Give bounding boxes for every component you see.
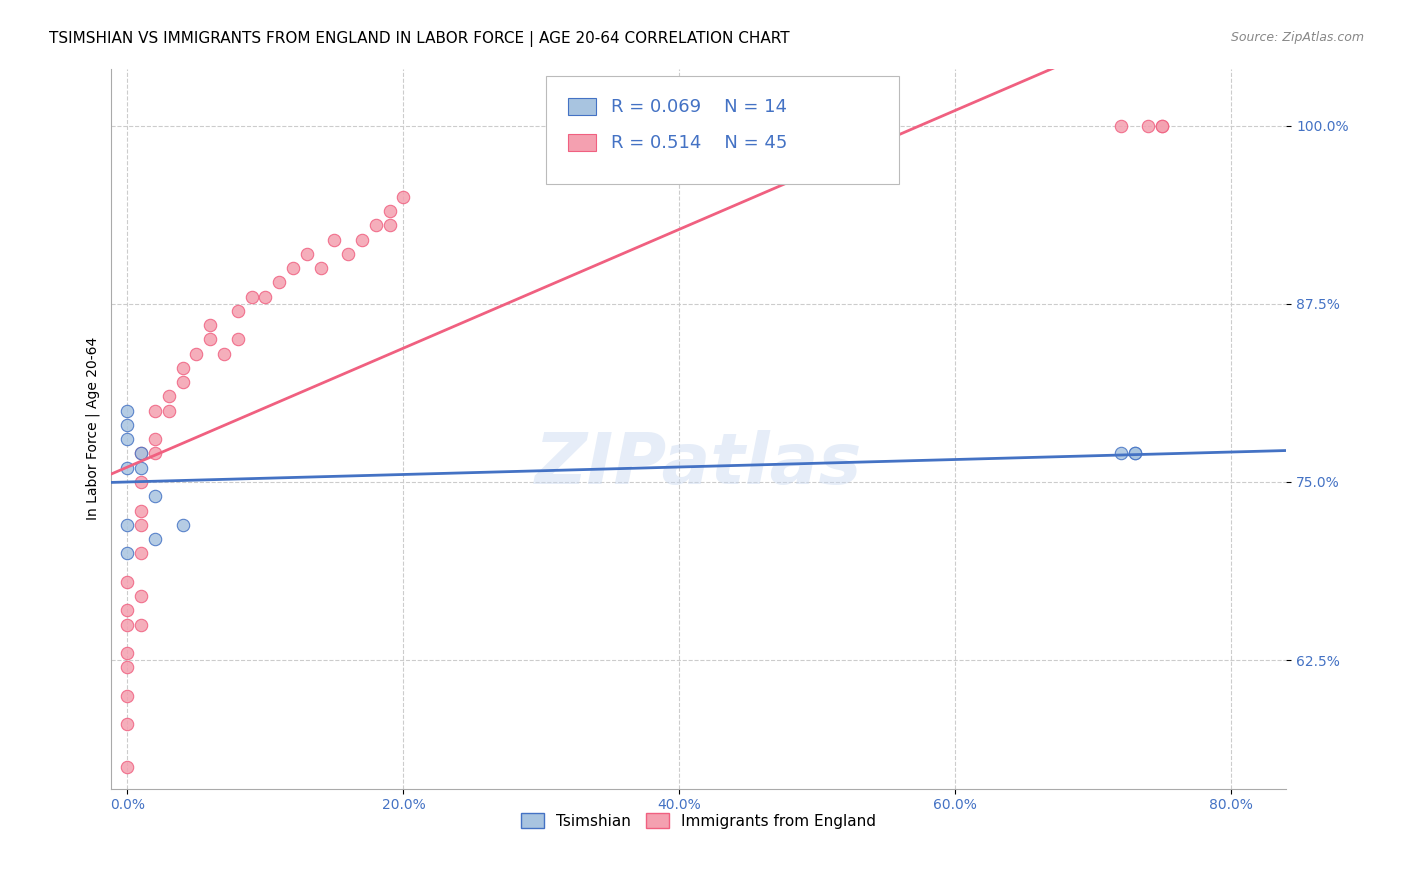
Point [129,446,152,460]
Point [117,760,139,774]
Point [309,261,332,276]
Point [364,219,387,233]
Text: TSIMSHIAN VS IMMIGRANTS FROM ENGLAND IN LABOR FORCE | AGE 20-64 CORRELATION CHAR: TSIMSHIAN VS IMMIGRANTS FROM ENGLAND IN … [49,31,790,47]
Point [117,546,139,560]
Point [129,475,152,489]
Point [129,517,152,532]
FancyBboxPatch shape [568,134,596,152]
Text: ZIPatlas: ZIPatlas [536,430,862,499]
Point [378,219,401,233]
Point [129,460,152,475]
Point [172,375,194,389]
Point [212,346,235,360]
Point [117,660,139,674]
Point [143,532,166,546]
Point [1109,119,1132,133]
Text: R = 0.514    N = 45: R = 0.514 N = 45 [610,134,787,152]
Point [269,276,291,290]
Point [240,290,263,304]
Point [1137,119,1160,133]
Point [117,417,139,432]
Point [1152,119,1174,133]
FancyBboxPatch shape [568,98,596,115]
Text: R = 0.069    N = 14: R = 0.069 N = 14 [610,98,786,116]
Point [143,446,166,460]
Point [200,318,222,333]
Y-axis label: In Labor Force | Age 20-64: In Labor Force | Age 20-64 [86,337,100,520]
Point [186,346,208,360]
Point [378,204,401,219]
Point [117,689,139,703]
Point [117,603,139,617]
Point [157,389,180,403]
Point [281,261,304,276]
Point [117,717,139,731]
Point [172,360,194,375]
Point [172,517,194,532]
Point [157,403,180,417]
Point [129,503,152,517]
Point [117,432,139,446]
Point [1123,446,1146,460]
Point [295,247,318,261]
Point [1152,119,1174,133]
FancyBboxPatch shape [546,76,898,184]
Point [1109,446,1132,460]
Point [117,460,139,475]
Point [117,646,139,660]
Point [143,432,166,446]
Point [143,403,166,417]
Point [129,617,152,632]
Point [226,304,249,318]
Point [117,574,139,589]
Point [129,589,152,603]
Point [129,446,152,460]
Point [143,489,166,503]
Point [254,290,277,304]
Point [200,333,222,347]
Point [226,333,249,347]
Point [117,403,139,417]
Point [337,247,360,261]
Point [1123,446,1146,460]
Legend: Tsimshian, Immigrants from England: Tsimshian, Immigrants from England [515,806,883,835]
Point [117,617,139,632]
Point [117,517,139,532]
Point [392,190,415,204]
Point [129,546,152,560]
Point [350,233,373,247]
Text: Source: ZipAtlas.com: Source: ZipAtlas.com [1230,31,1364,45]
Point [323,233,346,247]
